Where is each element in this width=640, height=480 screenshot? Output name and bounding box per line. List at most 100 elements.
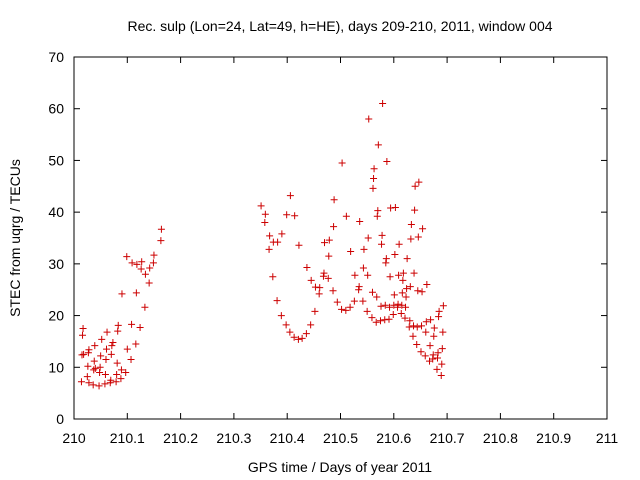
data-point [291, 212, 299, 220]
data-point [274, 238, 282, 246]
data-point [103, 345, 111, 353]
data-point [389, 311, 397, 319]
y-tick-label: 20 [48, 308, 64, 324]
data-point [133, 260, 141, 268]
data-point [117, 366, 125, 374]
data-point [423, 281, 431, 289]
data-point [383, 157, 391, 165]
x-tick-label: 210.5 [323, 430, 358, 446]
data-point [108, 342, 116, 350]
data-point [356, 217, 364, 225]
x-tick-label: 210.2 [163, 430, 198, 446]
data-point [128, 320, 136, 328]
data-point [398, 289, 406, 297]
data-point [109, 338, 117, 346]
data-point [413, 323, 421, 331]
data-point [84, 349, 92, 357]
data-point [395, 271, 403, 279]
data-point [391, 203, 399, 211]
data-points [77, 100, 447, 390]
data-point [414, 287, 422, 295]
data-point [307, 321, 315, 329]
data-point [114, 327, 122, 335]
data-point [89, 381, 97, 389]
data-point [91, 342, 99, 350]
data-point [418, 322, 426, 330]
data-point [101, 371, 109, 379]
x-tick-label: 210.4 [270, 430, 305, 446]
y-axis-title: STEC from uqrg / TECUs [7, 159, 23, 317]
data-point [437, 372, 445, 380]
data-point [390, 291, 398, 299]
data-point [266, 232, 274, 240]
data-point [114, 321, 122, 329]
data-point [379, 100, 387, 108]
data-point [137, 265, 145, 273]
x-tick-label: 210.7 [430, 430, 465, 446]
data-point [325, 236, 333, 244]
data-point [394, 300, 402, 308]
data-point [97, 352, 105, 360]
data-point [79, 331, 87, 339]
data-point [136, 323, 144, 331]
data-point [141, 270, 149, 278]
data-point [360, 245, 368, 253]
data-point [373, 212, 381, 220]
data-point [364, 271, 372, 279]
data-point [410, 322, 418, 330]
data-point [418, 288, 426, 296]
data-point [410, 269, 418, 277]
data-point [399, 269, 407, 277]
data-point [282, 321, 290, 329]
data-point [395, 240, 403, 248]
data-point [342, 212, 350, 220]
data-point [434, 354, 442, 362]
data-point [373, 293, 381, 301]
data-point [315, 290, 323, 298]
data-point [402, 303, 410, 311]
data-point [402, 293, 410, 301]
data-point [419, 225, 427, 233]
data-point [277, 312, 285, 320]
data-point [342, 306, 350, 314]
data-point [122, 368, 130, 376]
data-point [85, 346, 93, 354]
data-point [434, 349, 442, 357]
plot-frame [73, 56, 608, 420]
data-point [273, 297, 281, 305]
data-point [123, 253, 131, 261]
data-point [378, 240, 386, 248]
data-point [333, 298, 341, 306]
data-point [368, 288, 376, 296]
y-tick-label: 40 [48, 204, 64, 220]
data-point [113, 371, 121, 379]
data-point [302, 330, 310, 338]
data-point [377, 302, 385, 310]
data-point [127, 356, 135, 364]
data-point [90, 357, 98, 365]
data-point [439, 302, 447, 310]
data-point [141, 303, 149, 311]
data-point [387, 204, 395, 212]
data-point [330, 223, 338, 231]
data-point [355, 286, 363, 294]
data-point [113, 359, 121, 367]
data-point [369, 184, 377, 192]
data-point [145, 279, 153, 287]
data-point [363, 307, 371, 315]
data-point [370, 165, 378, 173]
data-point [257, 202, 265, 210]
data-point [403, 285, 411, 293]
data-point [261, 218, 269, 226]
data-point [90, 366, 98, 374]
y-axis-ticks: 0 10 20 30 40 50 60 70 [48, 49, 607, 427]
data-point [397, 310, 405, 318]
data-point [403, 255, 411, 263]
data-point [265, 245, 273, 253]
y-tick-label: 60 [48, 101, 64, 117]
data-point [278, 230, 286, 238]
data-point [427, 316, 435, 324]
data-point [132, 289, 140, 297]
data-point [439, 328, 447, 336]
